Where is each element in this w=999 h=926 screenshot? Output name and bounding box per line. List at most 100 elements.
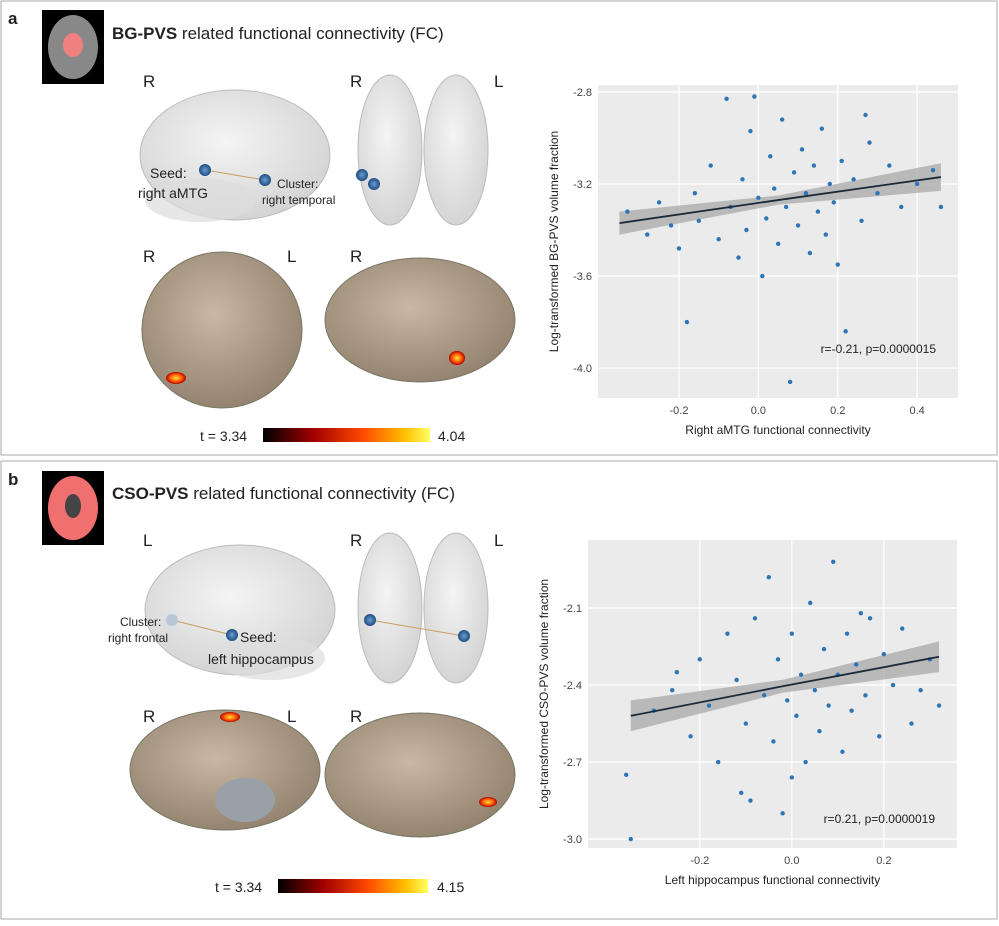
x-tick-label: 0.2 [876,855,891,867]
thumbnail-roi [63,33,83,57]
data-point [930,167,936,173]
data-point [887,163,892,168]
data-point [863,693,868,698]
glass-brain [423,74,489,226]
data-point [692,190,698,196]
fit-line [619,176,942,224]
data-point [875,190,880,196]
data-point [890,682,896,688]
data-point [867,616,873,621]
data-point [899,204,904,210]
surface-brain [141,251,303,409]
cluster-label: right frontal [108,631,168,645]
data-point [900,626,905,631]
thumbnail-roi [65,494,81,518]
data-point [831,200,836,205]
title-rest: related functional connectivity (FC) [189,484,455,503]
title-bold: CSO-PVS [112,484,189,503]
data-point [708,163,713,168]
colorbar-label: 4.04 [438,428,465,444]
data-point [844,631,850,636]
glass-brain [215,636,325,680]
data-point [743,721,749,726]
panel-title: CSO-PVS related functional connectivity … [112,484,455,503]
data-point [697,657,703,662]
panel-label: b [8,470,18,489]
data-point [827,181,832,187]
data-point [748,128,753,134]
orientation: R [350,531,362,550]
connection [369,619,465,637]
data-point [808,600,813,606]
cluster-node [259,174,271,186]
data-point [785,698,790,703]
y-tick-label: -3.6 [573,271,592,283]
data-point [909,721,914,726]
panel-frame [0,460,998,920]
data-point [821,646,827,652]
orientation: L [287,707,296,726]
annotation: r=-0.21, p=0.0000015 [821,342,937,356]
data-point [851,177,856,182]
data-point [625,209,630,214]
colorbar-label: t = 3.34 [215,879,262,895]
panel-frame [0,0,998,456]
orientation: L [287,247,296,266]
orientation: L [143,531,152,550]
y-tick-label: -2.7 [563,757,582,769]
y-tick-label: -3.0 [563,834,582,846]
seed-label: left hippocampus [208,651,314,667]
data-point [739,790,744,796]
surface-brain [324,257,516,383]
data-point [668,223,674,228]
data-point [854,662,859,667]
x-tick-label: 0.0 [784,855,799,867]
seed-label: Seed: [150,165,187,181]
data-point [674,669,679,675]
data-point [740,177,745,182]
data-point [794,713,799,719]
colorbar [278,879,428,893]
data-point [938,204,944,210]
data-point [736,255,741,260]
data-point [684,319,690,325]
data-point [819,126,825,131]
seed-node [458,630,470,642]
seed-node [356,169,368,181]
data-point [811,163,817,168]
y-tick-label: -2.4 [563,680,582,692]
data-point [914,181,920,187]
x-tick-label: 0.2 [830,405,845,417]
data-point [783,204,789,210]
data-point [840,749,845,754]
orientation: R [143,247,155,266]
activation [220,712,240,722]
data-point [725,631,730,636]
data-point [656,200,662,205]
data-point [843,329,848,334]
colorbar-label: t = 3.34 [200,428,247,444]
cluster-node [166,614,178,626]
panel-title: BG-PVS related functional connectivity (… [112,24,444,43]
title-bold: BG-PVS [112,24,177,43]
annotation: r=0.21, p=0.0000019 [824,812,936,826]
y-axis-label: Log-transformed BG-PVS volume fraction [547,131,561,352]
data-point [799,147,805,152]
glass-brain [145,178,255,222]
data-point [803,759,808,765]
y-tick-label: -2.8 [573,87,592,99]
data-point [839,158,844,164]
x-tick-label: -0.2 [669,405,688,417]
glass-brain [357,74,423,226]
data-point [823,232,829,237]
data-point [706,703,712,708]
fit-line [630,655,940,717]
data-point [775,241,781,247]
y-tick-label: -3.2 [573,179,592,191]
data-point [734,677,739,683]
data-point [877,734,882,739]
plot-background [598,85,958,398]
x-axis-label: Left hippocampus functional connectivity [665,873,880,887]
y-axis-label: Log-transformed CSO-PVS volume fraction [537,579,551,809]
data-point [752,94,757,99]
